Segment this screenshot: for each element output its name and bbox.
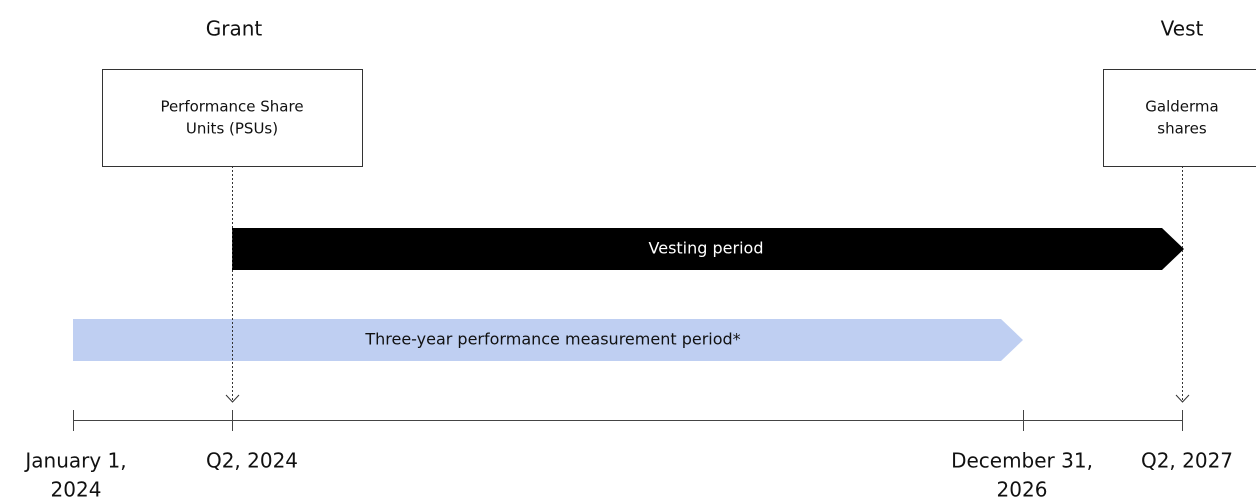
arrowhead: [1175, 394, 1190, 403]
timeline-label: December 31,: [951, 449, 1093, 473]
psu-box: [102, 69, 363, 167]
timeline-label: 2024: [51, 478, 102, 500]
timeline-label: 2026: [997, 478, 1048, 500]
performance-period-arrow: [73, 319, 1023, 361]
timeline-label: Q2, 2027: [1141, 449, 1233, 473]
timeline-label: Q2, 2024: [206, 449, 298, 473]
box-text: Galderma: [1145, 98, 1218, 116]
grant-label: Grant: [206, 17, 263, 41]
box-text: shares: [1157, 120, 1207, 138]
period-text: Three-year performance measurement perio…: [364, 330, 740, 349]
box-text: Performance Share: [160, 98, 303, 116]
vest-label: Vest: [1161, 17, 1204, 41]
connectors: [225, 166, 1190, 403]
shares-box: [1103, 69, 1256, 167]
timeline: [73, 410, 1183, 431]
arrowhead: [225, 394, 240, 403]
box-text: Units (PSUs): [186, 120, 278, 138]
vesting-period-arrow: [232, 228, 1184, 270]
timeline-label: January 1,: [23, 449, 126, 473]
period-text: Vesting period: [649, 239, 764, 258]
